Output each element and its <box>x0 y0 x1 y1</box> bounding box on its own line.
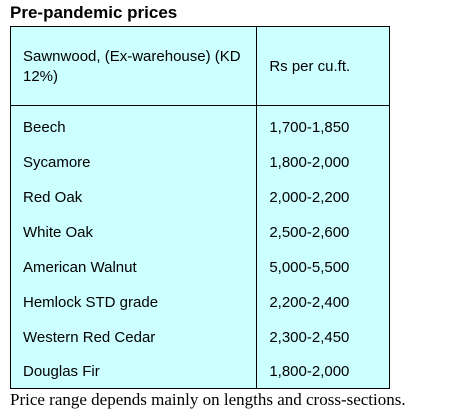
product-cell: Beech <box>9 105 258 145</box>
table-row: Hemlock STD grade 2,200-2,400 <box>9 285 390 320</box>
page-title: Pre-pandemic prices <box>10 3 178 22</box>
price-cell: 2,500-2,600 <box>256 215 390 250</box>
product-cell: Douglas Fir <box>9 355 258 389</box>
table-row: White Oak 2,500-2,600 <box>9 215 390 250</box>
product-cell: Hemlock STD grade <box>9 285 258 320</box>
price-cell: 2,300-2,450 <box>256 320 390 355</box>
price-cell: 5,000-5,500 <box>256 250 390 285</box>
table-row: American Walnut 5,000-5,500 <box>9 250 390 285</box>
price-cell: 1,800-2,000 <box>256 145 390 180</box>
table-row: Red Oak 2,000-2,200 <box>9 180 390 215</box>
table-row: Western Red Cedar 2,300-2,450 <box>9 320 390 355</box>
price-cell: 2,000-2,200 <box>256 180 390 215</box>
product-cell: American Walnut <box>9 250 258 285</box>
product-cell: White Oak <box>9 215 258 250</box>
header-product: Sawnwood, (Ex-warehouse) (KD 12%) <box>9 26 258 106</box>
product-cell: Western Red Cedar <box>9 320 258 355</box>
product-cell: Sycamore <box>9 145 258 180</box>
header-unit: Rs per cu.ft. <box>256 26 390 106</box>
price-cell: 1,700-1,850 <box>256 105 390 145</box>
table-row: Douglas Fir 1,800-2,000 <box>9 355 390 389</box>
price-cell: 2,200-2,400 <box>256 285 390 320</box>
price-table: Sawnwood, (Ex-warehouse) (KD 12%) Rs per… <box>9 26 390 389</box>
table-row: Sycamore 1,800-2,000 <box>9 145 390 180</box>
table-row: Beech 1,700-1,850 <box>9 105 390 145</box>
table-header-row: Sawnwood, (Ex-warehouse) (KD 12%) Rs per… <box>9 26 390 106</box>
price-cell: 1,800-2,000 <box>256 355 390 389</box>
footnote: Price range depends mainly on lengths an… <box>10 390 406 409</box>
product-cell: Red Oak <box>9 180 258 215</box>
